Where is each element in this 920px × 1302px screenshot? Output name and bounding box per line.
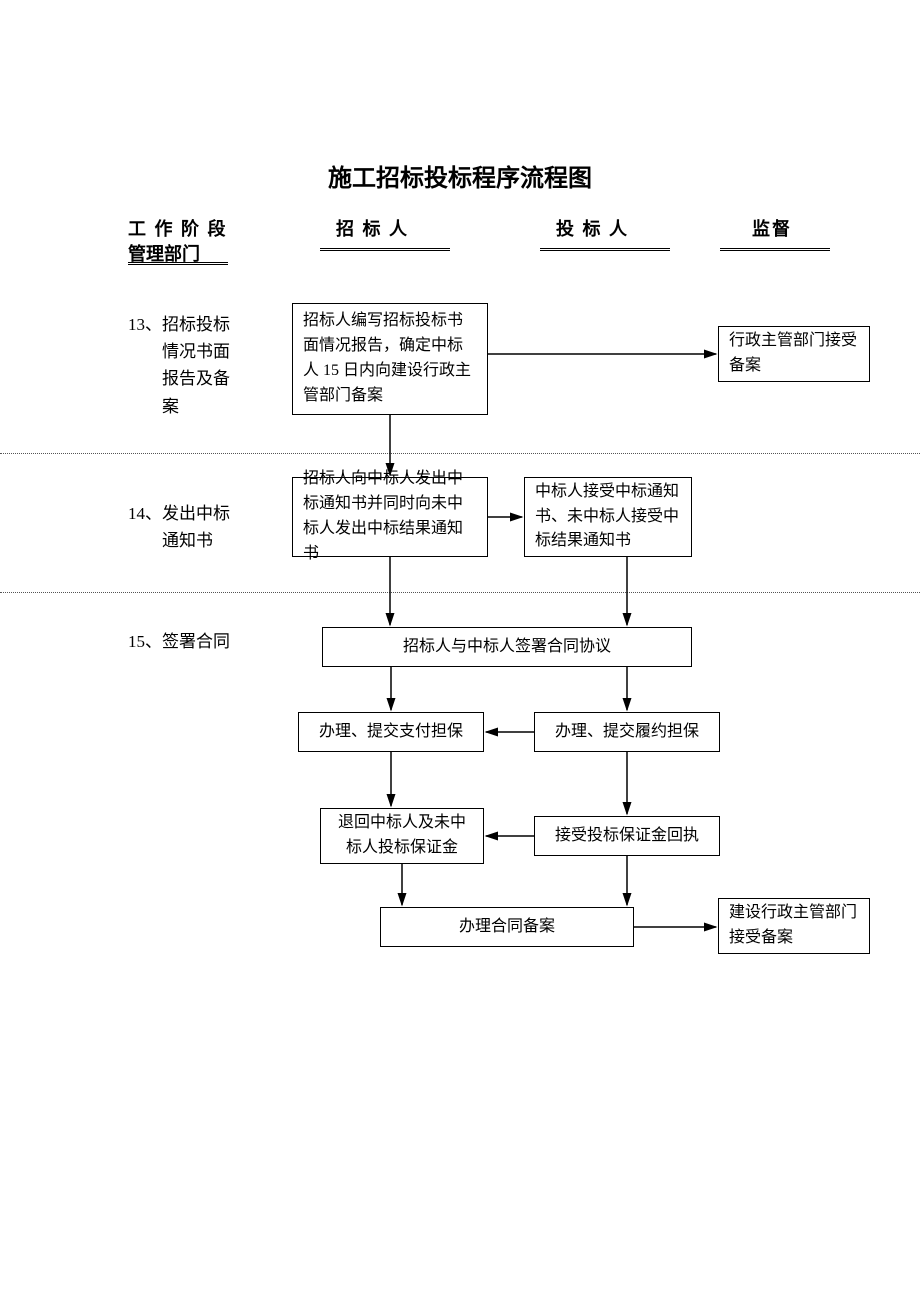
box-admin-accept-1: 行政主管部门接受备案 [718, 326, 870, 382]
stage-13-label: 13、招标投标 情况书面 报告及备 案 [128, 311, 230, 420]
box-contract-filing: 办理合同备案 [380, 907, 634, 947]
header-bidder: 招 标 人 [336, 215, 409, 241]
box-performance-guarantee: 办理、提交履约担保 [534, 712, 720, 752]
box-accept-receipt: 接受投标保证金回执 [534, 816, 720, 856]
box-payment-guarantee: 办理、提交支付担保 [298, 712, 484, 752]
box-accept-notice: 中标人接受中标通知书、未中标人接受中标结果通知书 [524, 477, 692, 557]
separator-1 [0, 453, 920, 454]
box-return-deposit: 退回中标人及未中标人投标保证金 [320, 808, 484, 864]
header-tenderer: 投 标 人 [556, 215, 629, 241]
header-underline-4 [720, 248, 830, 251]
box-report: 招标人编写招标投标书面情况报告，确定中标人 15 日内向建设行政主管部门备案 [292, 303, 488, 415]
box-sign-contract: 招标人与中标人签署合同协议 [322, 627, 692, 667]
box-issue-notice: 招标人向中标人发出中标通知书并同时向未中标人发出中标结果通知书 [292, 477, 488, 557]
stage-14-label: 14、发出中标 通知书 [128, 500, 230, 554]
header-underline-2 [320, 248, 450, 251]
page-title: 施工招标投标程序流程图 [0, 158, 920, 193]
box-admin-accept-2: 建设行政主管部门接受备案 [718, 898, 870, 954]
header-underline-3 [540, 248, 670, 251]
header-supervise: 监督 [752, 215, 792, 241]
stage-15-label: 15、签署合同 [128, 628, 230, 655]
header-underline-1 [128, 262, 228, 265]
separator-2 [0, 592, 920, 593]
header-stage-line1: 工 作 阶 段 [128, 215, 228, 241]
